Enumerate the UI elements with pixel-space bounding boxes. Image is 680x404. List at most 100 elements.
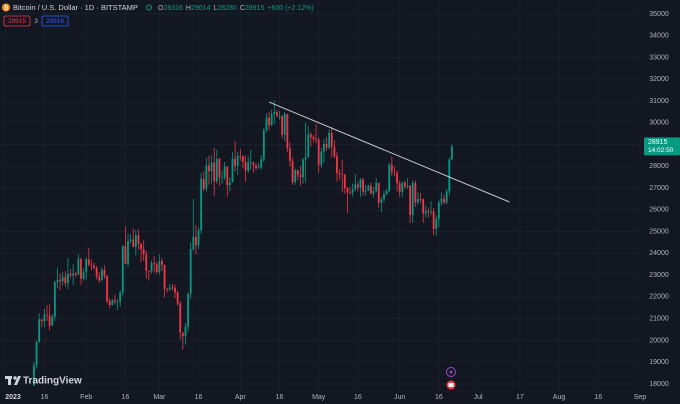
candle-body xyxy=(134,235,137,247)
candle-body xyxy=(111,299,114,305)
x-tick-label: Apr xyxy=(235,394,247,401)
candle-body xyxy=(132,239,135,247)
candle-body xyxy=(171,287,174,289)
watermark: TradingView xyxy=(23,376,82,387)
candle-body xyxy=(393,171,396,173)
candle-body xyxy=(396,172,398,184)
ohlc-label: O xyxy=(158,5,164,12)
candle-body xyxy=(46,314,48,316)
candle-body xyxy=(244,161,247,171)
candle-body xyxy=(163,264,166,290)
market-status xyxy=(146,4,152,11)
candle-body xyxy=(48,315,51,326)
ohlc-label: L xyxy=(213,5,217,12)
candle-body xyxy=(239,155,242,157)
candle-body xyxy=(401,182,404,192)
candle-body xyxy=(43,314,46,322)
candle-body xyxy=(33,365,35,386)
y-tick-label: 22000 xyxy=(649,294,669,301)
candle-body xyxy=(372,191,375,194)
candle-body xyxy=(195,237,197,246)
candle-body xyxy=(328,132,331,148)
candle-body xyxy=(93,265,95,268)
y-tick-label: 24000 xyxy=(649,250,669,257)
candle-body xyxy=(218,159,221,178)
candle-body xyxy=(375,183,378,192)
x-tick-label: 16 xyxy=(276,394,284,401)
candle-body xyxy=(346,188,349,193)
candle-body xyxy=(289,148,291,161)
candle-body xyxy=(168,287,171,290)
candle-body xyxy=(275,112,278,116)
chart-title: Bitcoin / U.S. Dollar · 1D · BITSTAMP xyxy=(13,3,138,12)
badge-box xyxy=(41,15,69,27)
badge-label: 28916 xyxy=(46,18,64,25)
candle-body xyxy=(354,184,357,190)
x-tick-label: 16 xyxy=(354,394,362,401)
y-tick-label: 26000 xyxy=(649,207,669,214)
earnings-icon-glyph xyxy=(448,383,454,387)
candle-body xyxy=(252,162,255,166)
candle-body xyxy=(137,235,140,244)
x-tick-label: 16 xyxy=(195,394,203,401)
candle-body xyxy=(296,170,299,176)
y-tick-label: 20000 xyxy=(649,337,669,344)
candle-body xyxy=(208,165,210,172)
candle-body xyxy=(377,183,380,203)
candle-body xyxy=(74,273,77,275)
candle-body xyxy=(283,114,286,135)
candle-body xyxy=(388,164,391,192)
candle-body xyxy=(40,319,43,322)
candle-body xyxy=(226,166,229,186)
candle-body xyxy=(367,185,370,191)
candle-body xyxy=(161,260,163,265)
candle-body xyxy=(427,211,430,212)
candle-body xyxy=(197,230,200,246)
symbol-icon xyxy=(2,3,10,12)
candle-body xyxy=(333,146,336,157)
candle-body xyxy=(437,202,440,219)
last-price-label: 28915 xyxy=(648,139,668,146)
candle-body xyxy=(127,240,129,264)
candle-body xyxy=(448,159,451,192)
candle-body xyxy=(440,198,443,203)
candle-body xyxy=(85,259,88,273)
candle-body xyxy=(380,199,383,203)
candle-body xyxy=(341,174,344,176)
candle-body xyxy=(435,218,438,229)
candle-body xyxy=(383,194,385,200)
candle-body xyxy=(312,137,315,140)
candle-body xyxy=(257,167,260,169)
ohlc-value: 29014 xyxy=(191,5,211,12)
candle-body xyxy=(398,183,401,192)
candle-body xyxy=(265,117,268,131)
badges: 28915 3 28916 xyxy=(3,15,69,27)
candle-body xyxy=(309,134,312,138)
x-tick-label: Sep xyxy=(634,394,647,401)
candle-body xyxy=(307,134,310,158)
candle-body xyxy=(90,264,93,266)
candle-body xyxy=(236,155,239,166)
candles xyxy=(33,100,510,387)
candle-body xyxy=(422,199,425,214)
candle-body xyxy=(315,139,317,140)
badge-label: 28915 xyxy=(8,18,26,25)
candle-body xyxy=(291,160,294,183)
candle-body xyxy=(385,191,388,195)
candle-body xyxy=(370,185,372,194)
candle-body xyxy=(176,292,179,304)
trendline xyxy=(268,101,510,203)
candle-body xyxy=(119,292,122,302)
candle-body xyxy=(273,112,276,115)
x-tick-label: Jul xyxy=(474,394,483,401)
candle-body xyxy=(59,279,61,282)
candle-body xyxy=(349,192,351,194)
candle-body xyxy=(210,162,213,172)
candle-body xyxy=(249,162,252,164)
candle-body xyxy=(320,151,323,165)
candle-body xyxy=(56,279,59,283)
candle-body xyxy=(72,273,75,276)
candle-body xyxy=(155,264,158,273)
ohlc-label: H xyxy=(186,5,191,12)
